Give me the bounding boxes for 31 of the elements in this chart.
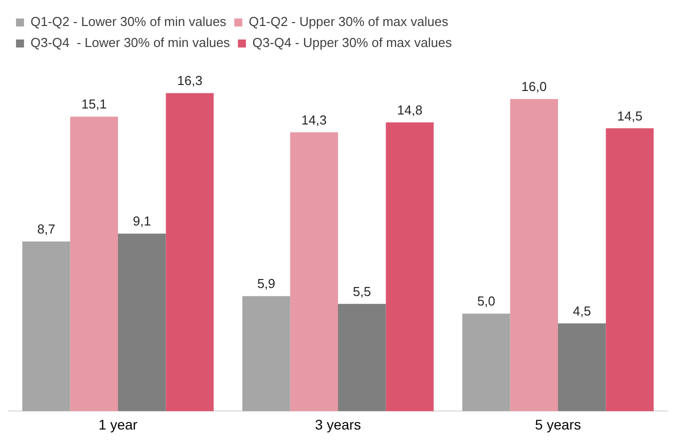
data-label: 14,5	[617, 108, 642, 124]
data-label: 5,9	[257, 276, 276, 292]
legend-label: Q3-Q4 - Upper 30% of max values	[252, 35, 452, 50]
bar	[462, 314, 510, 412]
data-label: 8,7	[37, 222, 56, 237]
bar	[118, 234, 166, 412]
bar	[386, 122, 434, 412]
bar	[242, 296, 290, 412]
data-label: 16,0	[521, 79, 547, 94]
bar	[290, 132, 338, 412]
bar	[338, 304, 386, 412]
bar	[510, 99, 558, 412]
x-tick-label: 1 year	[98, 416, 138, 432]
x-tick-label: 3 years	[315, 416, 361, 432]
x-tick-label: 5 years	[535, 416, 581, 432]
legend-label: Q1-Q2 - Lower 30% of min values	[30, 14, 227, 30]
data-label: 16,3	[177, 73, 202, 88]
bar	[558, 323, 606, 412]
data-label: 5,0	[477, 294, 496, 309]
data-label: 5,5	[352, 284, 371, 299]
data-label: 4,5	[572, 303, 591, 318]
data-label: 9,1	[132, 214, 151, 229]
bar	[166, 93, 214, 412]
bar	[70, 116, 118, 412]
legend-label: Q3-Q4 - Lower 30% of min values	[30, 35, 230, 50]
bar	[22, 241, 70, 412]
legend-label: Q1-Q2 - Upper 30% of max values	[248, 14, 449, 30]
bar	[606, 128, 654, 412]
data-label: 15,1	[81, 96, 107, 112]
data-label: 14,3	[301, 112, 327, 128]
data-label: 14,8	[397, 102, 422, 118]
